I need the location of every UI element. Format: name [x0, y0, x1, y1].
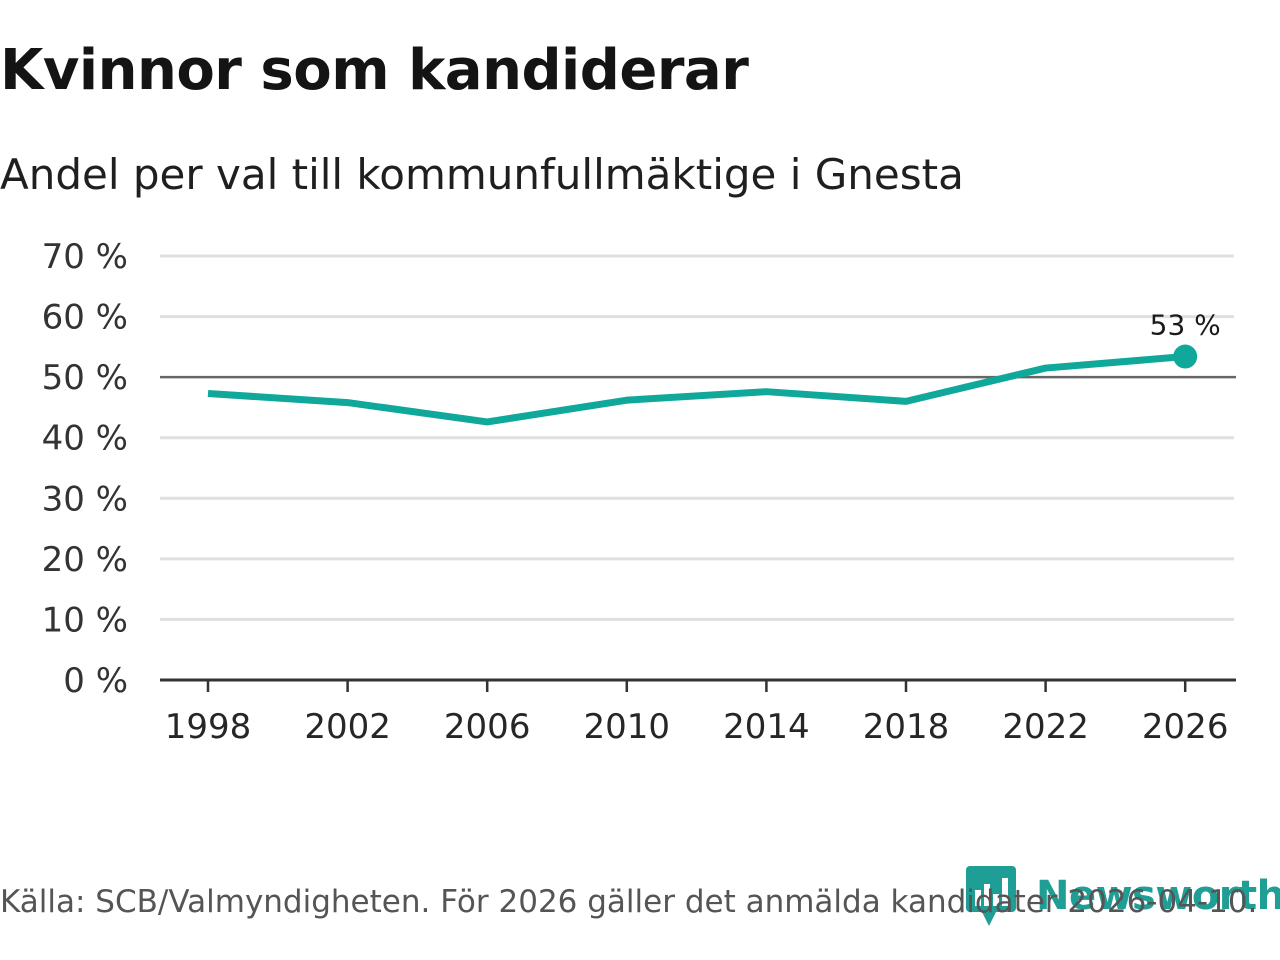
- end-value-label: 53 %: [1150, 309, 1221, 342]
- brand-name: Newsworthy: [1036, 873, 1280, 919]
- y-tick-label: 40 %: [42, 419, 128, 459]
- data-labels: 53 %: [1150, 309, 1221, 342]
- x-tick-label: 2002: [304, 707, 391, 747]
- series-line: [207, 353, 1186, 426]
- x-tick-label: 2026: [1142, 707, 1229, 747]
- y-tick-label: 10 %: [42, 600, 128, 640]
- x-tick-label: 2014: [723, 707, 810, 747]
- y-axis-ticks: 0 % 10 % 20 % 30 % 40 % 50 % 60 % 70 %: [42, 237, 128, 701]
- y-tick-label: 60 %: [42, 298, 128, 338]
- newsworthy-logo-icon: [966, 866, 1016, 926]
- x-tick-label: 2022: [1002, 707, 1089, 747]
- y-tick-label: 20 %: [42, 540, 128, 580]
- x-tick-label: 2006: [444, 707, 531, 747]
- y-tick-label: 70 %: [42, 237, 128, 277]
- x-axis-ticks: 1998 2002 2006 2010 2014 2018 2022 2026: [165, 680, 1229, 747]
- x-tick-label: 2018: [863, 707, 950, 747]
- y-tick-label: 50 %: [42, 358, 128, 398]
- x-tick-label: 2010: [584, 707, 671, 747]
- source-note: Källa: SCB/Valmyndigheten. För 2026 gäll…: [0, 884, 1258, 920]
- end-point-marker: [1173, 344, 1198, 369]
- y-tick-label: 0 %: [63, 661, 128, 701]
- series: [207, 344, 1198, 426]
- x-tick-label: 1998: [165, 707, 252, 747]
- line-chart: 0 % 10 % 20 % 30 % 40 % 50 % 60 % 70 % 1998 2002…: [42, 237, 1236, 747]
- chart-title: Kvinnor som kandiderar: [0, 38, 749, 103]
- chart-subtitle: Andel per val till kommunfullmäktige i G…: [0, 150, 964, 199]
- brand-logo: Newsworthy: [966, 866, 1280, 926]
- grid-lines: [160, 254, 1236, 682]
- y-tick-label: 30 %: [42, 479, 128, 519]
